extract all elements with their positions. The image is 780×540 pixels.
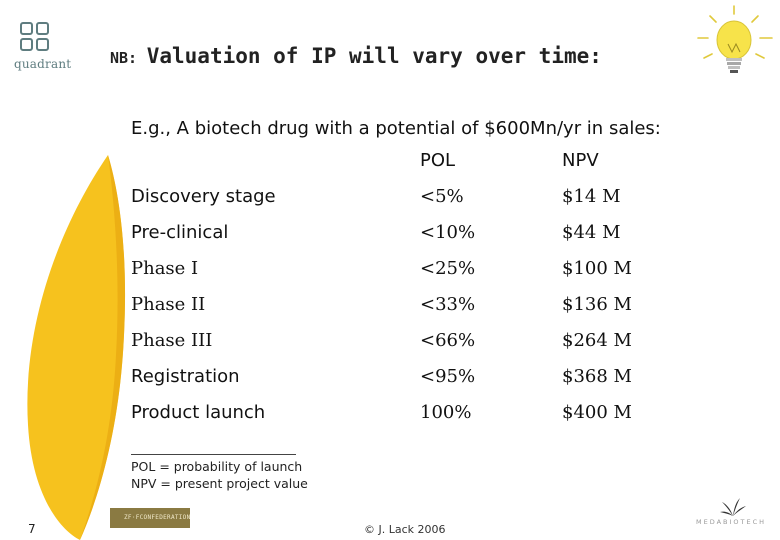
stage-label: Phase III (131, 330, 213, 351)
copyright: © J. Lack 2006 (364, 523, 446, 536)
pol-value: <66% (420, 330, 476, 351)
stage-label: Registration (131, 366, 240, 387)
leaf-decoration (27, 155, 126, 540)
subtitle: E.g., A biotech drug with a potential of… (131, 118, 661, 139)
medabiotech-logo: MEDABIOTECH (696, 496, 770, 530)
quadrant-logo: quadrant (14, 22, 72, 71)
footnote-divider (131, 454, 296, 455)
footnote-npv: NPV = present project value (131, 476, 308, 491)
npv-value: $400 M (562, 402, 632, 423)
npv-value: $100 M (562, 258, 632, 279)
page-number: 7 (28, 522, 36, 536)
stage-label: Phase I (131, 258, 199, 279)
sponsor-badge: ZF·FCONFEDERATION (110, 508, 190, 528)
lightbulb-icon (697, 5, 773, 73)
pol-value: <95% (420, 366, 476, 387)
medabiotech-wordmark: MEDABIOTECH (696, 518, 767, 526)
stage-label: Pre-clinical (131, 222, 229, 243)
quadrant-wordmark: quadrant (14, 57, 72, 71)
npv-value: $44 M (562, 222, 621, 243)
pol-value: <10% (420, 222, 476, 243)
npv-value: $136 M (562, 294, 632, 315)
header-pol: POL (420, 150, 456, 171)
footnote: POL = probability of launch NPV = presen… (131, 458, 308, 492)
title-text: Valuation of IP will vary over time: (146, 44, 602, 68)
slide-title: NB: Valuation of IP will vary over time: (110, 44, 602, 68)
quadrant-logo-icon (20, 22, 66, 51)
footnote-pol: POL = probability of launch (131, 459, 303, 474)
npv-value: $264 M (562, 330, 632, 351)
stage-label: Discovery stage (131, 186, 276, 207)
stage-label: Phase II (131, 294, 206, 315)
pol-value: <5% (420, 186, 464, 207)
stage-label: Product launch (131, 402, 266, 423)
npv-value: $368 M (562, 366, 632, 387)
header-npv: NPV (562, 150, 599, 171)
npv-value: $14 M (562, 186, 621, 207)
pol-value: <33% (420, 294, 476, 315)
sponsor-badge-text: ZF·FCONFEDERATION (124, 514, 191, 521)
pol-value: 100% (420, 402, 472, 423)
title-prefix: NB: (110, 49, 138, 67)
medabiotech-leaf-icon (720, 498, 746, 516)
pol-value: <25% (420, 258, 476, 279)
